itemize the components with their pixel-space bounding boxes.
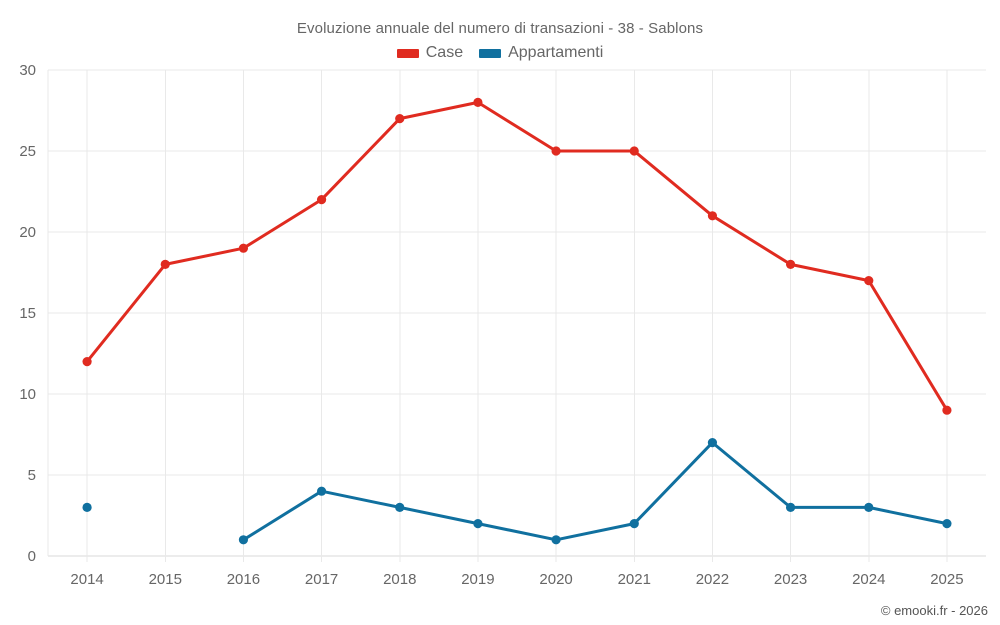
data-point-appartamenti-2023 xyxy=(785,502,796,512)
x-axis-tick-label: 2025 xyxy=(930,571,963,588)
y-axis-tick-labels: 0 5 10 15 20 25 30 xyxy=(19,62,36,565)
series-data-points xyxy=(82,97,952,545)
y-axis-tick-label: 30 xyxy=(19,62,36,79)
legend-swatch-case xyxy=(396,48,419,58)
data-point-case-2018 xyxy=(395,114,405,124)
data-point-case-2021 xyxy=(629,146,639,156)
x-axis-tick-label: 2018 xyxy=(383,571,416,588)
legend-label-appartamenti: Appartamenti xyxy=(508,44,604,61)
data-point-appartamenti-2021 xyxy=(629,519,639,529)
gridlines xyxy=(47,69,986,562)
y-axis-tick-label: 0 xyxy=(28,548,36,565)
series-line-case xyxy=(85,100,949,412)
legend-label-case: Case xyxy=(425,44,464,61)
data-point-appartamenti-2017 xyxy=(316,486,327,496)
legend-swatch-appartamenti xyxy=(479,48,502,58)
data-point-appartamenti-2024 xyxy=(864,502,874,512)
legend-item-appartamenti[interactable]: Appartamenti xyxy=(479,44,603,62)
y-axis-tick-label: 15 xyxy=(19,305,36,322)
x-axis-tick-label: 2024 xyxy=(852,571,885,588)
data-point-appartamenti-2019 xyxy=(473,519,483,529)
chart-title: Evoluzione annuale del numero di transaz… xyxy=(296,20,704,37)
x-axis-tick-label: 2022 xyxy=(696,571,729,588)
data-point-appartamenti-2025 xyxy=(942,519,952,529)
data-point-case-2017 xyxy=(316,195,327,205)
y-axis-tick-label: 25 xyxy=(19,143,36,160)
data-point-case-2015 xyxy=(160,259,170,269)
series-lines xyxy=(85,100,949,542)
x-axis-tick-label: 2021 xyxy=(618,571,651,588)
data-point-case-2014 xyxy=(82,357,92,367)
data-point-case-2022 xyxy=(707,211,718,221)
series-line-appartamenti xyxy=(241,441,949,542)
data-point-appartamenti-2020 xyxy=(551,535,561,545)
data-point-case-2016 xyxy=(238,243,249,253)
data-point-case-2024 xyxy=(864,276,874,286)
y-axis-tick-label: 20 xyxy=(19,224,36,241)
copyright-credit: © emooki.fr - 2026 xyxy=(880,603,988,618)
x-axis-tick-label: 2019 xyxy=(461,571,494,588)
data-point-case-2019 xyxy=(473,97,483,107)
x-axis-tick-label: 2014 xyxy=(70,571,103,588)
y-axis-tick-label: 5 xyxy=(28,467,36,484)
data-point-case-2025 xyxy=(942,405,952,415)
data-point-appartamenti-2018 xyxy=(395,502,405,512)
x-axis-tick-label: 2015 xyxy=(149,571,182,588)
data-point-case-2023 xyxy=(785,259,796,269)
y-axis-tick-label: 10 xyxy=(19,386,36,403)
x-axis-tick-label: 2016 xyxy=(227,571,260,588)
x-axis-tick-label: 2020 xyxy=(539,571,572,588)
data-point-appartamenti-2014 xyxy=(82,502,92,512)
x-axis-tick-label: 2023 xyxy=(774,571,807,588)
chart-legend: Case Appartamenti xyxy=(0,44,1000,62)
data-point-appartamenti-2022 xyxy=(707,438,718,448)
data-point-appartamenti-2016 xyxy=(238,535,249,545)
legend-item-case[interactable]: Case xyxy=(396,44,464,62)
x-axis-tick-label: 2017 xyxy=(305,571,338,588)
x-axis-tick-labels: 2014 2015 2016 2017 2018 2019 2020 2021 2022 2023… xyxy=(70,571,963,588)
data-point-case-2020 xyxy=(551,146,561,156)
